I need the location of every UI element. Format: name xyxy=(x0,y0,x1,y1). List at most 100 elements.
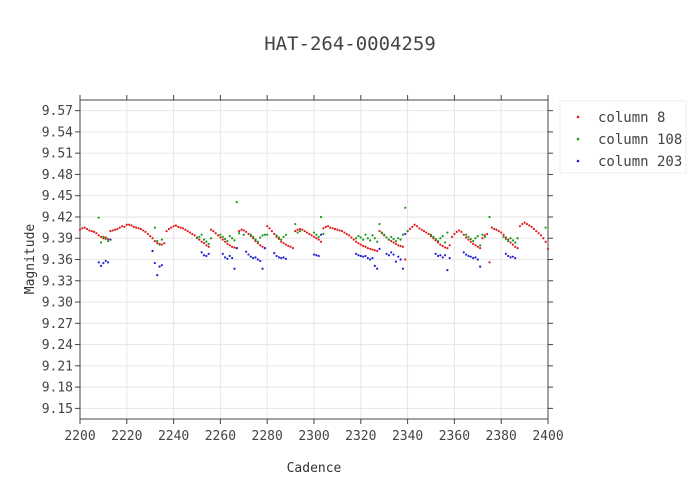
data-point xyxy=(359,254,362,258)
data-point xyxy=(322,227,325,230)
data-point xyxy=(345,232,348,236)
data-point xyxy=(153,261,156,265)
data-point xyxy=(359,243,362,246)
data-point xyxy=(530,225,533,228)
data-point xyxy=(156,242,159,245)
data-point xyxy=(106,237,110,241)
data-point xyxy=(305,231,309,234)
data-point xyxy=(160,243,163,246)
data-point xyxy=(544,226,547,229)
data-point xyxy=(88,229,91,232)
data-point xyxy=(214,232,217,235)
data-point xyxy=(331,227,334,230)
data-point xyxy=(308,232,311,236)
data-point xyxy=(261,234,264,237)
data-point xyxy=(221,252,224,255)
legend-item[interactable]: column 203 xyxy=(576,154,683,170)
data-point xyxy=(455,230,458,233)
y-tick-label: 9.36 xyxy=(42,253,73,268)
data-point xyxy=(415,225,419,228)
data-point xyxy=(99,235,103,238)
data-point xyxy=(249,233,252,236)
data-point xyxy=(223,256,227,259)
data-point xyxy=(324,225,327,228)
series-2 xyxy=(97,200,547,253)
data-point xyxy=(270,230,273,233)
data-point xyxy=(357,254,360,257)
data-point xyxy=(537,232,540,235)
data-point xyxy=(366,237,369,240)
data-point xyxy=(195,237,199,240)
data-point xyxy=(427,232,430,236)
data-point xyxy=(139,227,142,231)
data-point xyxy=(167,227,171,231)
data-point xyxy=(474,256,477,259)
data-point xyxy=(268,227,271,230)
data-point xyxy=(434,252,437,255)
chart-title: HAT-264-0004259 xyxy=(264,33,436,55)
data-point xyxy=(392,237,395,241)
data-point xyxy=(233,246,236,249)
data-point xyxy=(439,243,442,246)
data-point xyxy=(392,241,395,244)
data-point xyxy=(104,237,107,241)
data-point xyxy=(298,230,302,233)
data-point xyxy=(483,235,486,238)
data-point xyxy=(383,233,386,236)
data-point xyxy=(472,242,475,246)
data-point xyxy=(481,233,484,236)
legend-marker xyxy=(576,137,580,141)
data-point xyxy=(514,256,517,260)
data-point xyxy=(266,233,269,236)
legend-item[interactable]: column 8 xyxy=(576,110,666,126)
data-point xyxy=(200,251,203,254)
data-point xyxy=(109,230,112,233)
data-point xyxy=(399,258,402,261)
data-point xyxy=(165,230,168,233)
data-point xyxy=(172,225,175,228)
data-point xyxy=(315,233,318,236)
data-point xyxy=(289,245,292,248)
data-point xyxy=(273,232,276,236)
data-point xyxy=(420,228,423,231)
data-point xyxy=(202,238,206,241)
data-point xyxy=(216,234,220,237)
data-point xyxy=(263,233,266,236)
data-point xyxy=(467,254,470,258)
data-point xyxy=(362,255,365,258)
data-point xyxy=(441,244,444,248)
data-point xyxy=(385,252,388,255)
data-point xyxy=(97,216,100,219)
x-tick-label: 2260 xyxy=(205,429,236,444)
data-point xyxy=(245,250,248,253)
data-point xyxy=(142,229,145,232)
data-point xyxy=(158,243,161,246)
data-point xyxy=(282,242,285,245)
data-point xyxy=(376,249,379,253)
data-point xyxy=(202,242,206,245)
data-point xyxy=(465,233,468,236)
data-point xyxy=(259,259,262,263)
data-point xyxy=(507,239,510,243)
data-point xyxy=(366,247,369,250)
data-point xyxy=(219,233,222,236)
data-point xyxy=(469,237,472,241)
data-point xyxy=(228,235,231,238)
data-point xyxy=(78,228,82,231)
y-tick-label: 9.51 xyxy=(42,147,73,162)
legend[interactable]: column 8 column 108 column 203 xyxy=(559,100,687,174)
data-point xyxy=(312,235,316,238)
data-point xyxy=(446,231,449,234)
data-point xyxy=(336,228,339,231)
data-point xyxy=(261,267,264,270)
legend-item[interactable]: column 108 xyxy=(576,132,683,148)
data-point xyxy=(481,237,484,240)
data-point xyxy=(404,258,407,261)
data-point xyxy=(397,237,400,240)
data-point xyxy=(121,225,124,228)
data-point xyxy=(338,229,341,232)
data-point xyxy=(355,252,358,255)
data-point xyxy=(509,237,512,240)
data-point xyxy=(106,261,110,264)
data-point xyxy=(333,227,337,231)
